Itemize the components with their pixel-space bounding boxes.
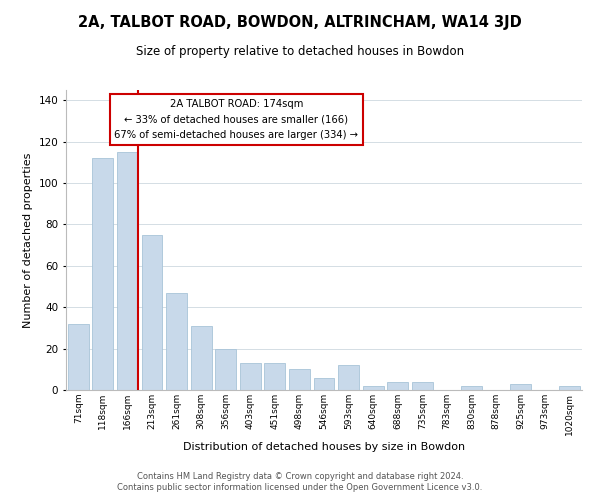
Text: Contains HM Land Registry data © Crown copyright and database right 2024.: Contains HM Land Registry data © Crown c… — [137, 472, 463, 481]
Text: 2A TALBOT ROAD: 174sqm
← 33% of detached houses are smaller (166)
67% of semi-de: 2A TALBOT ROAD: 174sqm ← 33% of detached… — [114, 99, 358, 140]
Bar — [338, 365, 359, 390]
Bar — [265, 363, 286, 390]
Y-axis label: Number of detached properties: Number of detached properties — [23, 152, 33, 328]
Bar — [387, 382, 408, 390]
Bar — [362, 386, 383, 390]
Bar — [191, 326, 212, 390]
Bar — [142, 235, 163, 390]
Bar — [314, 378, 334, 390]
Text: Contains public sector information licensed under the Open Government Licence v3: Contains public sector information licen… — [118, 484, 482, 492]
Bar — [117, 152, 138, 390]
Bar — [92, 158, 113, 390]
Bar — [510, 384, 531, 390]
Bar — [215, 348, 236, 390]
Text: 2A, TALBOT ROAD, BOWDON, ALTRINCHAM, WA14 3JD: 2A, TALBOT ROAD, BOWDON, ALTRINCHAM, WA1… — [78, 15, 522, 30]
Bar — [412, 382, 433, 390]
Bar — [461, 386, 482, 390]
Text: Size of property relative to detached houses in Bowdon: Size of property relative to detached ho… — [136, 45, 464, 58]
Bar — [68, 324, 89, 390]
Bar — [289, 370, 310, 390]
Bar — [166, 293, 187, 390]
Bar — [559, 386, 580, 390]
X-axis label: Distribution of detached houses by size in Bowdon: Distribution of detached houses by size … — [183, 442, 465, 452]
Bar — [240, 363, 261, 390]
